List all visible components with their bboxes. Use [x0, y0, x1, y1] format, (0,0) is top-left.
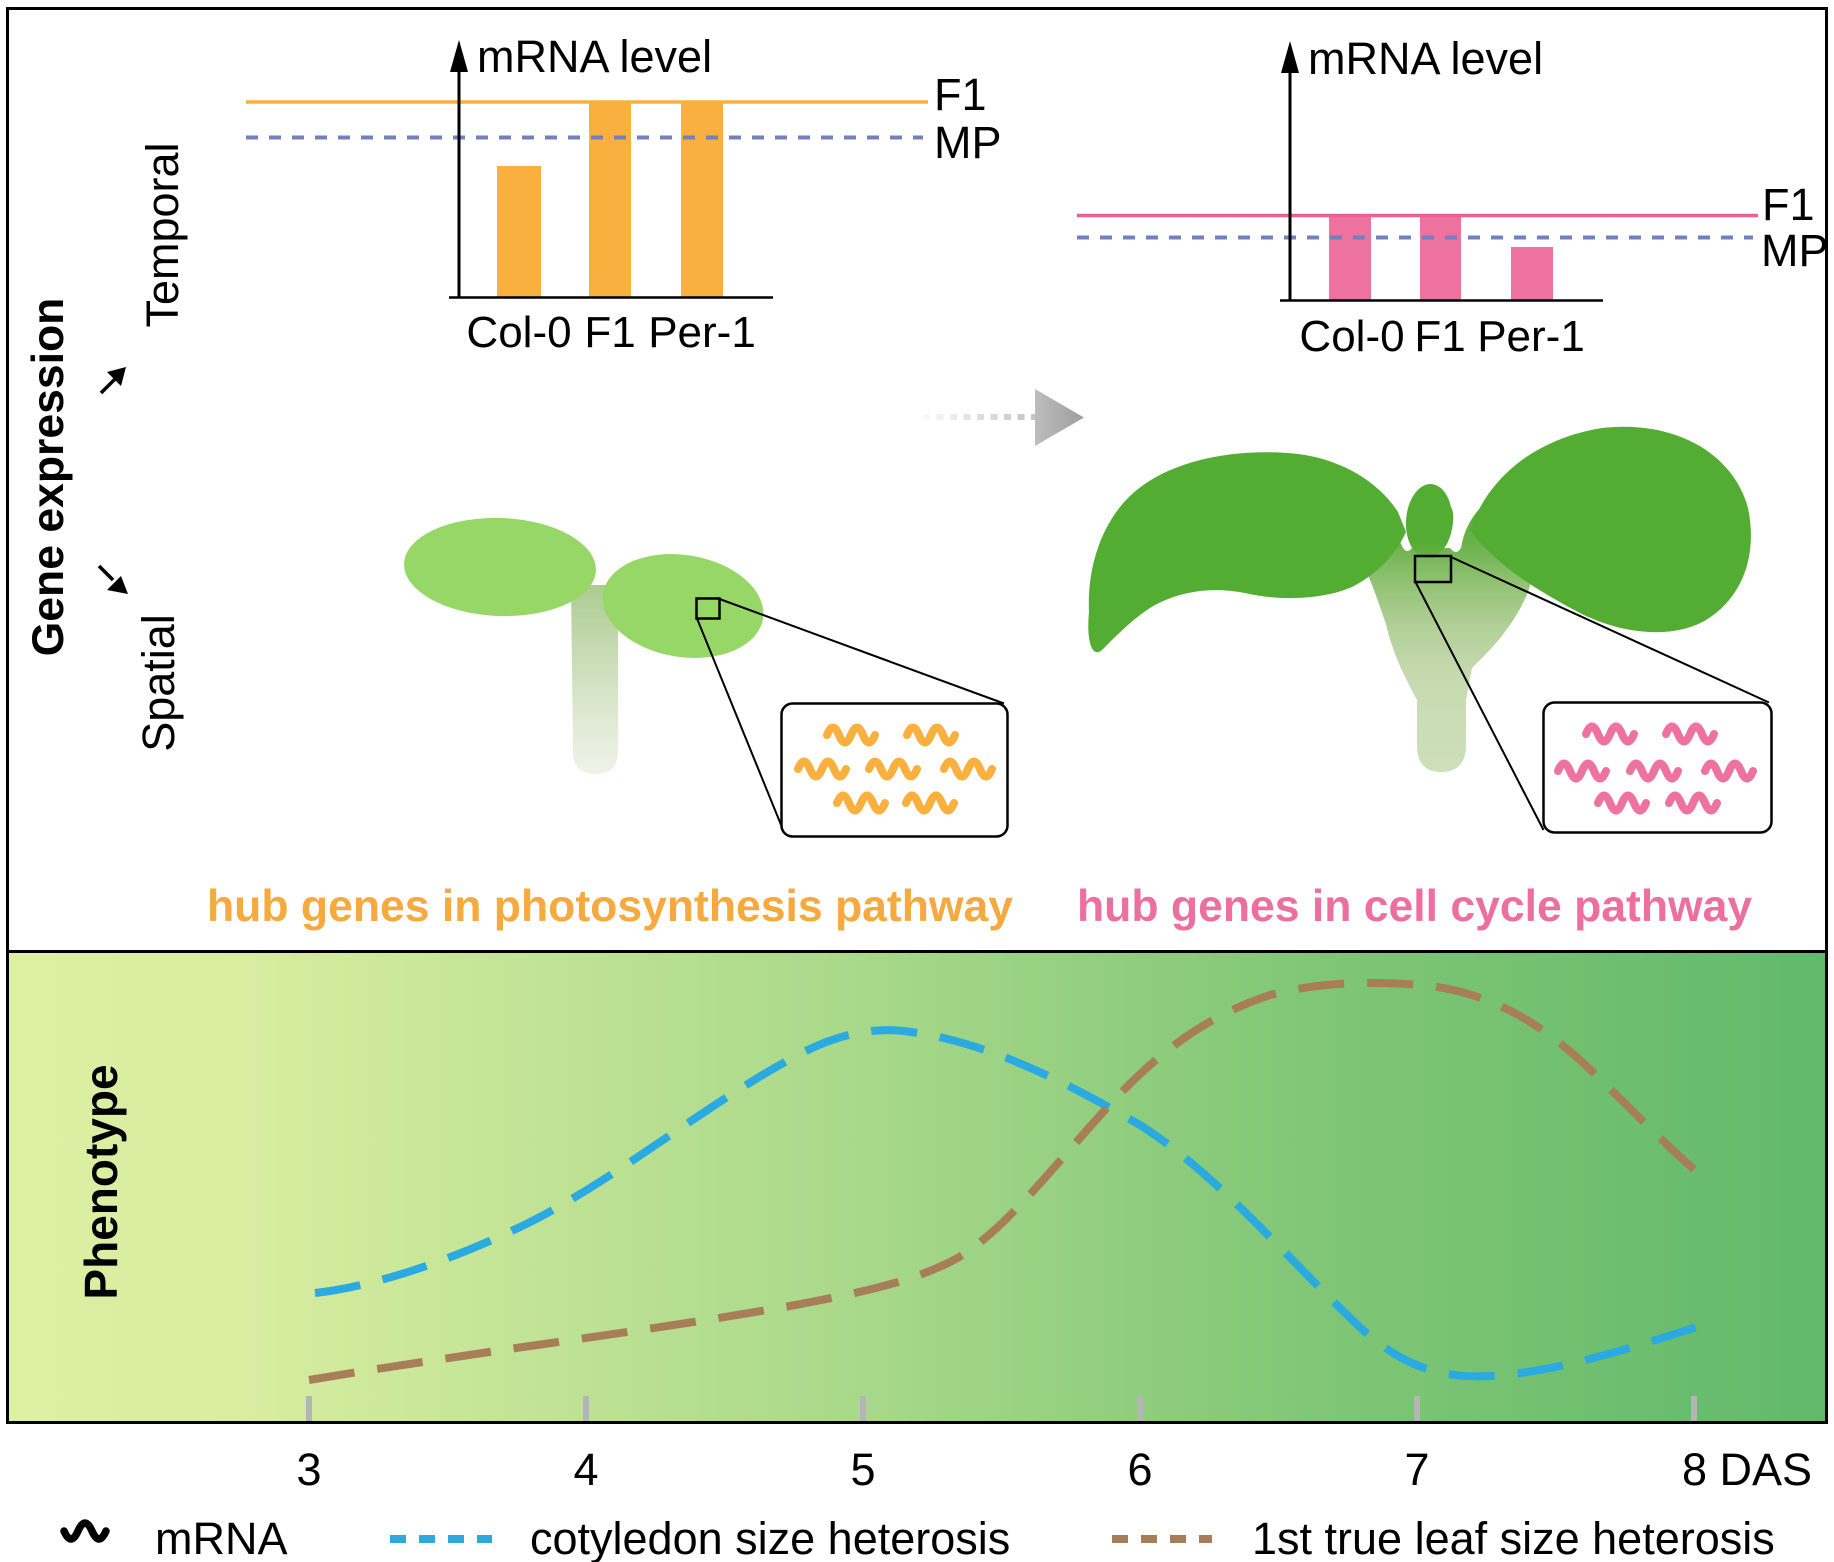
- svg-text:mRNA level: mRNA level: [477, 31, 712, 82]
- svg-text:Temporal: Temporal: [137, 142, 188, 327]
- svg-text:hub genes in cell cycle pathwa: hub genes in cell cycle pathway: [1077, 882, 1752, 931]
- svg-text:Gene expression: Gene expression: [24, 298, 73, 657]
- svg-text:Per-1: Per-1: [1477, 312, 1585, 361]
- svg-text:7: 7: [1404, 1444, 1429, 1495]
- svg-text:5: 5: [850, 1444, 875, 1495]
- svg-text:F1: F1: [934, 69, 987, 120]
- svg-text:cotyledon size heterosis: cotyledon size heterosis: [530, 1513, 1010, 1562]
- svg-text:F1: F1: [584, 308, 635, 357]
- svg-text:1st true leaf size heterosis: 1st true leaf size heterosis: [1252, 1513, 1775, 1562]
- svg-text:6: 6: [1127, 1444, 1152, 1495]
- svg-text:F1: F1: [1414, 312, 1465, 361]
- svg-text:F1: F1: [1762, 179, 1815, 230]
- svg-text:hub genes in photosynthesis pa: hub genes in photosynthesis pathway: [207, 882, 1013, 931]
- svg-text:MP: MP: [1761, 225, 1829, 276]
- svg-text:Per-1: Per-1: [648, 308, 756, 357]
- svg-text:8 DAS: 8 DAS: [1682, 1444, 1812, 1495]
- svg-text:Col-0: Col-0: [1299, 312, 1404, 361]
- svg-text:mRNA: mRNA: [155, 1513, 288, 1562]
- svg-text:Col-0: Col-0: [466, 308, 571, 357]
- svg-text:Spatial: Spatial: [133, 614, 184, 752]
- svg-text:3: 3: [296, 1444, 321, 1495]
- svg-text:mRNA level: mRNA level: [1308, 33, 1543, 84]
- svg-text:Phenotype: Phenotype: [75, 1064, 127, 1299]
- svg-text:MP: MP: [934, 117, 1002, 168]
- svg-text:4: 4: [573, 1444, 598, 1495]
